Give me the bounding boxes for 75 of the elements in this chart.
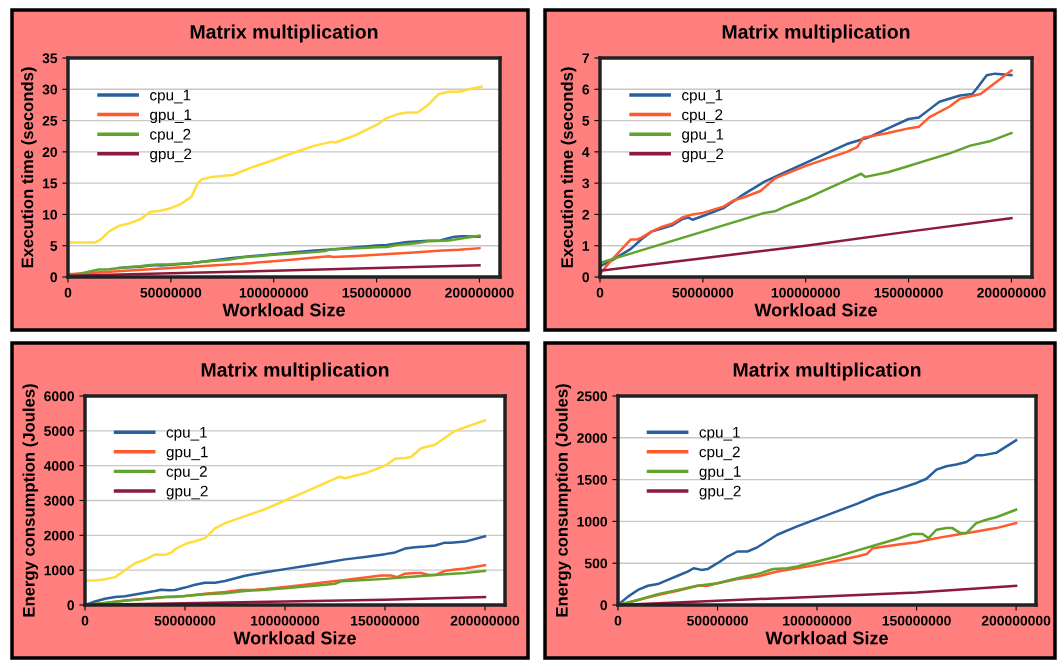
- y-tick-label: 15: [43, 178, 58, 189]
- y-tick-label: 3000: [44, 495, 75, 506]
- legend-label: gpu_2: [699, 485, 741, 500]
- x-axis-title: Workload Size: [233, 631, 356, 645]
- y-tick-label: 1000: [577, 516, 608, 527]
- x-tick-label: 200000000: [445, 287, 514, 298]
- x-tick-label: 150000000: [882, 615, 951, 626]
- x-tick-label: 100000000: [783, 615, 852, 626]
- x-tick-label: 150000000: [874, 287, 943, 298]
- y-tick-label: 2000: [577, 433, 608, 443]
- x-axis-title: Workload Size: [222, 303, 345, 317]
- x-tick-label: 150000000: [342, 287, 411, 298]
- y-tick-label: 2: [582, 209, 590, 220]
- x-tick-label: 200000000: [977, 287, 1046, 298]
- y-axis-title: Energy consumption (Joules): [555, 384, 572, 617]
- x-tick-label: 150000000: [351, 615, 420, 626]
- chart-title: Matrix multiplication: [201, 362, 389, 381]
- chart-title: Matrix multiplication: [190, 24, 378, 43]
- y-tick-label: 10: [43, 209, 58, 220]
- legend-label: cpu_2: [150, 128, 191, 143]
- legend-label: cpu_1: [150, 89, 191, 104]
- legend-label: cpu_2: [166, 466, 207, 480]
- y-tick-label: 5: [582, 116, 590, 126]
- y-tick-label: 30: [42, 84, 58, 95]
- y-tick-label: 0: [67, 600, 75, 611]
- legend-label: cpu_1: [699, 427, 740, 441]
- y-axis-title: Execution time (seconds): [560, 67, 577, 268]
- x-tick-label: 50000000: [154, 615, 216, 626]
- legend-label: cpu_2: [682, 109, 723, 124]
- y-tick-label: 25: [42, 115, 58, 126]
- legend-label: gpu_2: [166, 485, 208, 500]
- y-tick-label: 35: [42, 53, 58, 64]
- legend-label: gpu_1: [150, 109, 192, 124]
- y-tick-label: 1500: [577, 474, 608, 485]
- y-tick-label: 500: [584, 558, 608, 569]
- y-tick-label: 4000: [43, 461, 75, 471]
- legend-label: cpu_2: [699, 446, 740, 461]
- y-tick-label: 7: [582, 53, 589, 64]
- y-tick-label: 2500: [577, 391, 608, 402]
- x-tick-label: 100000000: [771, 287, 840, 298]
- x-tick-label: 100000000: [251, 615, 320, 626]
- legend-label: gpu_2: [150, 148, 192, 163]
- y-tick-label: 5: [50, 241, 58, 251]
- y-tick-label: 1: [582, 241, 590, 251]
- y-tick-label: 4: [582, 147, 590, 157]
- y-axis-title: Execution time (seconds): [21, 67, 37, 268]
- y-axis-title: Energy consumption (Joules): [22, 384, 39, 617]
- y-tick-label: 5000: [44, 426, 75, 436]
- x-tick-label: 200000000: [450, 615, 520, 626]
- chart-title: Matrix multiplication: [722, 24, 910, 43]
- y-tick-label: 1000: [44, 565, 75, 576]
- y-tick-label: 0: [50, 272, 58, 283]
- y-tick-label: 3: [582, 178, 590, 189]
- y-tick-label: 6000: [44, 391, 75, 402]
- legend-label: cpu_1: [166, 427, 207, 441]
- chart-title: Matrix multiplication: [733, 362, 921, 381]
- y-tick-label: 6: [582, 84, 590, 95]
- x-tick-label: 50000000: [687, 615, 748, 626]
- x-tick-label: 0: [81, 615, 89, 626]
- y-tick-label: 20: [42, 147, 58, 158]
- x-tick-label: 50000000: [672, 287, 734, 298]
- x-axis-title: Workload Size: [765, 631, 888, 645]
- x-tick-label: 200000000: [981, 615, 1051, 626]
- legend-label: gpu_1: [699, 466, 741, 480]
- legend-label: gpu_2: [682, 148, 724, 163]
- x-tick-label: 50000000: [140, 287, 202, 298]
- legend-label: cpu_1: [682, 89, 723, 104]
- y-tick-label: 2000: [44, 530, 75, 541]
- x-axis-title: Workload Size: [754, 303, 877, 317]
- y-tick-label: 0: [582, 272, 590, 283]
- x-tick-label: 0: [614, 615, 622, 626]
- x-tick-label: 100000000: [239, 287, 308, 298]
- legend-label: gpu_1: [166, 446, 208, 461]
- legend-label: gpu_1: [682, 129, 724, 143]
- y-tick-label: 0: [600, 600, 608, 611]
